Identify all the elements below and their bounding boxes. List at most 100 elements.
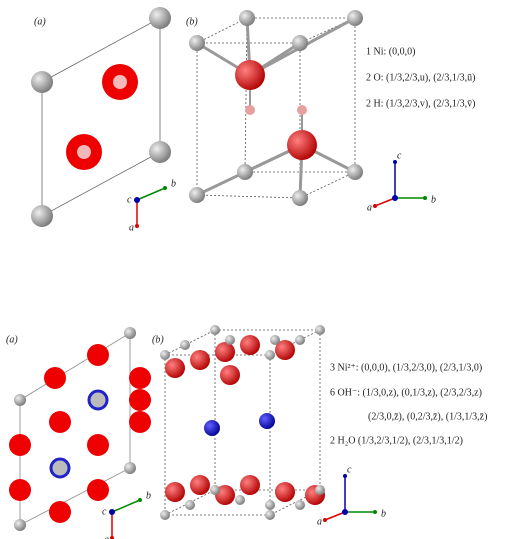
ni-atom (295, 335, 305, 345)
edge (375, 198, 395, 206)
site-text: (2/3,0,z̄), (0,2/3,z̄), (1/3,1/3,z̄) (368, 411, 487, 422)
o-atom (49, 501, 71, 523)
axis-origin (109, 509, 115, 515)
ni-atom (124, 462, 136, 474)
axis-label: b (431, 194, 436, 205)
ni-atom (149, 141, 171, 163)
h-atom (245, 105, 255, 115)
edge (197, 195, 300, 198)
arrow-head (423, 196, 427, 200)
panel-label: (a) (34, 16, 46, 27)
cell-outline (42, 18, 160, 216)
ni-atom (315, 485, 325, 495)
o-atom (87, 344, 109, 366)
ni-atom (180, 340, 190, 350)
oh-atom (240, 475, 260, 495)
ni-atom (31, 205, 53, 227)
arrow-head (373, 510, 377, 514)
ni-atom (160, 350, 170, 360)
o-atom (9, 434, 31, 456)
ni-atom (347, 10, 363, 26)
o-atom (87, 479, 109, 501)
oh-atom (215, 342, 235, 362)
ni-atom (225, 335, 235, 345)
ni-atom (189, 187, 205, 203)
ni-atom (160, 510, 170, 520)
ni-atom (270, 335, 280, 345)
ni-atom (265, 510, 275, 520)
figure: (a) (b) 1 Ni: (0,0,0) 2 O: (1/3,2/3,u), … (0, 0, 510, 539)
ni-atom (149, 7, 171, 29)
panel-label: (a) (6, 334, 18, 345)
ni-atom (237, 164, 253, 180)
ni-atom (31, 71, 53, 93)
oh-atom (165, 482, 185, 502)
o-atom (129, 411, 151, 433)
axis-origin (392, 195, 398, 201)
panel-label: (b) (186, 16, 198, 27)
ni-atom (14, 519, 26, 531)
edge (245, 18, 247, 172)
axis-origin (342, 509, 348, 515)
site-text: 2 O: (1/3,2/3,u), (2/3,1/3,ū) (366, 72, 475, 83)
site-text: 2 H: (1/3,2/3,v), (2/3,1/3,v̄) (366, 98, 475, 109)
ni-atom (265, 350, 275, 360)
ni-atom (315, 325, 325, 335)
ni-atom (239, 10, 255, 26)
axis-label: c (127, 194, 132, 205)
site-text: 2 H₂O (1/3,2/3,1/2), (2/3,1/3,1/2) (330, 435, 463, 446)
axis-label: a (367, 202, 372, 213)
o-atom (287, 130, 317, 160)
o-atom (87, 434, 109, 456)
axis-label: b (381, 508, 386, 519)
ni-atom (347, 164, 363, 180)
axis-label: c (102, 506, 107, 517)
water-site (89, 391, 107, 409)
edge (197, 18, 247, 43)
arrow-head (135, 224, 139, 228)
o-atom (44, 367, 66, 389)
ni-atom (265, 500, 275, 510)
ni-atom (210, 485, 220, 495)
o-atom (9, 479, 31, 501)
ni-atom (292, 190, 308, 206)
o-atom (129, 389, 151, 411)
axis-label: c (347, 464, 352, 475)
ni-atom (292, 35, 308, 51)
h-atom (77, 145, 91, 159)
site-text: 6 OH⁻: (1/3,0,z), (0,1/3,z), (2/3,2/3,z) (330, 387, 482, 398)
water-atom (204, 420, 220, 436)
edge (300, 172, 355, 198)
site-text: 1 Ni: (0,0,0) (366, 46, 415, 57)
arrow-head (163, 186, 167, 190)
edge (325, 512, 345, 520)
oh-atom (165, 358, 185, 378)
ni-atom (124, 327, 136, 339)
ni-atom (295, 500, 305, 510)
oh-atom (275, 482, 295, 502)
arrow-head (323, 518, 327, 522)
site-text: 3 Ni²⁺: (0,0,0), (1/3,2/3,0), (2/3,1/3,0… (330, 362, 482, 373)
cell-outline (20, 333, 130, 525)
arrow-head (373, 204, 377, 208)
ni-atom (189, 35, 205, 51)
edge (112, 500, 140, 512)
o-atom (235, 60, 265, 90)
edge (137, 188, 165, 200)
o-atom (49, 411, 71, 433)
ni-atom (185, 500, 195, 510)
h-atom (297, 105, 307, 115)
o-atom (129, 367, 151, 389)
axis-label: b (171, 178, 176, 189)
oh-atom (240, 335, 260, 355)
h-atom (113, 75, 127, 89)
axis-origin (134, 197, 140, 203)
oh-atom (220, 365, 240, 385)
edge (165, 330, 215, 355)
axis-label: a (317, 516, 322, 527)
water-atom (259, 413, 275, 429)
axis-label: b (146, 490, 151, 501)
axis-label: c (397, 150, 402, 161)
panel-label: (b) (152, 334, 164, 345)
ni-atom (14, 394, 26, 406)
